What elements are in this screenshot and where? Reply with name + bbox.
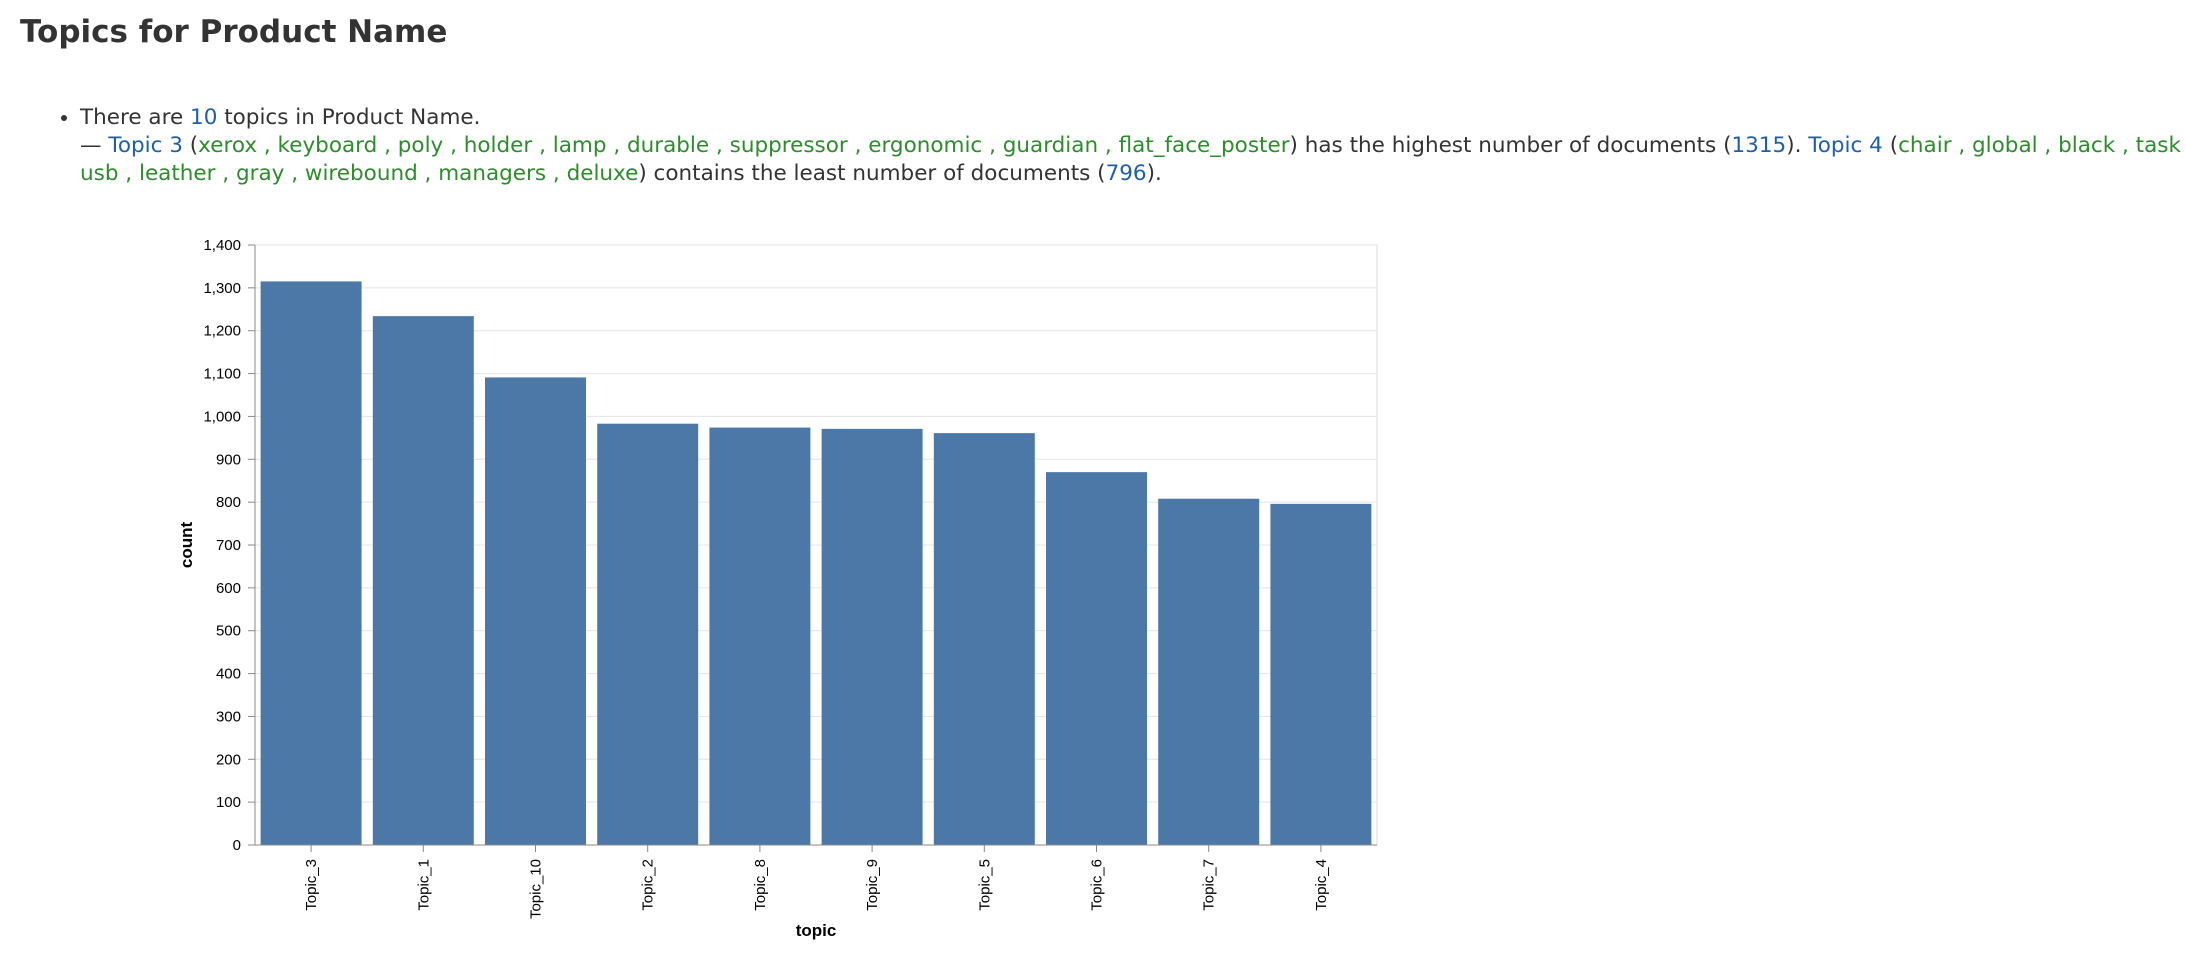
summary-item: There are 10 topics in Product Name.— To… bbox=[80, 104, 2186, 188]
bar bbox=[597, 423, 699, 845]
summary-text: ). bbox=[1786, 133, 1809, 158]
summary-text: Topic 3 bbox=[108, 133, 183, 158]
y-tick-label: 500 bbox=[216, 623, 241, 640]
summary-text: ( bbox=[182, 133, 199, 158]
x-tick-label: Topic_4 bbox=[1313, 859, 1330, 911]
x-tick-label: Topic_6 bbox=[1089, 859, 1106, 911]
y-axis-title: count bbox=[177, 522, 196, 569]
summary-text: There are bbox=[80, 105, 191, 130]
summary-line: There are 10 topics in Product Name. bbox=[80, 104, 2186, 132]
page-title: Topics for Product Name bbox=[20, 14, 448, 50]
summary: There are 10 topics in Product Name.— To… bbox=[38, 104, 2186, 188]
bar bbox=[1270, 503, 1372, 845]
y-tick-label: 300 bbox=[216, 708, 241, 725]
x-tick-label: Topic_1 bbox=[415, 859, 432, 911]
bar bbox=[372, 316, 474, 846]
summary-text: ). bbox=[1146, 161, 1162, 186]
y-tick-label: 1,400 bbox=[203, 237, 241, 254]
x-tick-label: Topic_9 bbox=[864, 859, 881, 911]
y-tick-label: 1,100 bbox=[203, 366, 241, 383]
summary-line: — Topic 3 (xerox , keyboard , poly , hol… bbox=[80, 132, 2186, 188]
summary-text: ) contains the least number of documents… bbox=[638, 161, 1106, 186]
bar bbox=[485, 377, 586, 845]
summary-text: 10 bbox=[190, 105, 218, 130]
x-tick-label: Topic_10 bbox=[528, 859, 545, 919]
summary-text: ( bbox=[1882, 133, 1899, 158]
bar bbox=[709, 427, 811, 845]
summary-text: xerox , keyboard , poly , holder , lamp … bbox=[198, 133, 1290, 158]
summary-text: Topic 4 bbox=[1808, 133, 1883, 158]
summary-text: ) has the highest number of documents ( bbox=[1289, 133, 1732, 158]
x-tick-label: Topic_2 bbox=[640, 859, 657, 911]
summary-text: 1315 bbox=[1731, 133, 1787, 158]
y-tick-label: 900 bbox=[216, 451, 241, 468]
y-tick-label: 1,200 bbox=[203, 323, 241, 340]
y-tick-label: 200 bbox=[216, 751, 241, 768]
y-tick-label: 400 bbox=[216, 666, 241, 683]
y-tick-label: 1,300 bbox=[203, 280, 241, 297]
y-tick-label: 800 bbox=[216, 494, 241, 511]
bar bbox=[260, 281, 362, 845]
summary-text: chair , global , black , task , usb , le… bbox=[80, 133, 2181, 186]
x-tick-label: Topic_8 bbox=[752, 859, 769, 911]
y-tick-label: 100 bbox=[216, 794, 241, 811]
summary-text: topics in Product Name. bbox=[217, 105, 481, 130]
bar bbox=[933, 433, 1035, 845]
x-tick-label: Topic_5 bbox=[976, 859, 993, 911]
summary-text: 796 bbox=[1105, 161, 1147, 186]
y-tick-label: 600 bbox=[216, 580, 241, 597]
bar bbox=[1046, 472, 1147, 845]
y-tick-label: 0 bbox=[233, 837, 241, 854]
x-axis-title: topic bbox=[796, 921, 837, 940]
x-tick-label: Topic_3 bbox=[303, 859, 320, 911]
x-tick-label: Topic_7 bbox=[1201, 859, 1218, 911]
bar bbox=[1158, 498, 1260, 845]
y-tick-label: 1,000 bbox=[203, 408, 241, 425]
y-tick-label: 700 bbox=[216, 537, 241, 554]
bar bbox=[821, 428, 923, 845]
summary-text: — bbox=[80, 133, 109, 158]
